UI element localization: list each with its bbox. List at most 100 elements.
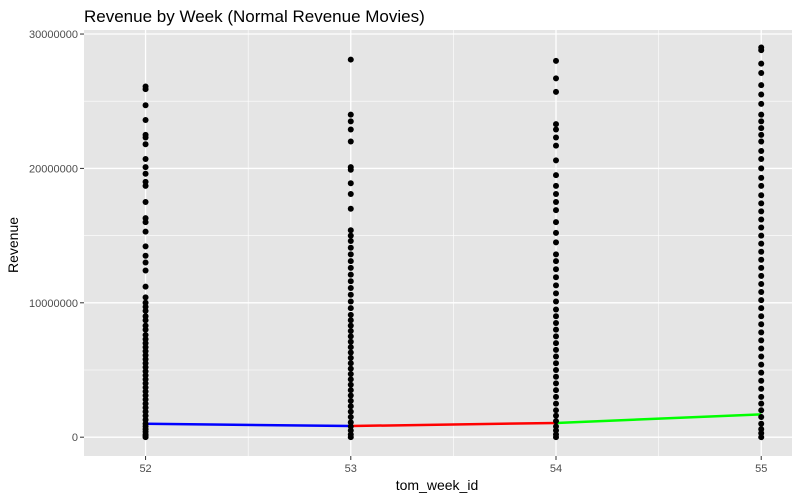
data-point bbox=[553, 258, 559, 265]
data-point bbox=[553, 126, 559, 133]
data-point bbox=[758, 224, 765, 231]
data-point bbox=[553, 400, 559, 407]
data-point bbox=[553, 182, 559, 189]
data-point bbox=[553, 121, 559, 128]
data-point bbox=[347, 251, 354, 258]
data-point bbox=[142, 294, 149, 301]
y-tick-label: 30000000 bbox=[29, 29, 78, 41]
data-point bbox=[347, 349, 354, 356]
data-point bbox=[553, 319, 559, 326]
data-point bbox=[553, 434, 559, 441]
data-point bbox=[347, 311, 354, 318]
data-point bbox=[347, 205, 354, 212]
data-point bbox=[553, 366, 559, 373]
data-point bbox=[347, 387, 354, 394]
data-point bbox=[758, 305, 765, 312]
data-point bbox=[553, 373, 559, 380]
data-point bbox=[553, 340, 559, 347]
data-point bbox=[758, 82, 765, 89]
data-point bbox=[758, 361, 765, 368]
data-point bbox=[553, 313, 559, 320]
chart-title: Revenue by Week (Normal Revenue Movies) bbox=[84, 7, 425, 26]
data-point bbox=[758, 216, 765, 223]
data-point bbox=[758, 385, 765, 392]
data-point bbox=[142, 219, 149, 226]
data-point bbox=[347, 328, 354, 335]
data-point bbox=[758, 232, 765, 239]
data-point bbox=[142, 164, 149, 171]
data-point bbox=[758, 313, 765, 320]
data-point bbox=[142, 228, 149, 235]
trend-segment bbox=[555, 413, 762, 425]
data-points bbox=[142, 44, 765, 441]
data-point bbox=[347, 166, 354, 173]
data-point bbox=[142, 267, 149, 274]
x-tick-label: 52 bbox=[139, 463, 151, 475]
data-point bbox=[142, 326, 149, 333]
data-point bbox=[347, 138, 354, 145]
data-point bbox=[142, 243, 149, 250]
data-point bbox=[347, 244, 354, 251]
trend-segments bbox=[145, 413, 762, 428]
y-tick-label: 10000000 bbox=[29, 298, 78, 310]
data-point bbox=[758, 70, 765, 77]
data-point bbox=[553, 393, 559, 400]
data-point bbox=[553, 306, 559, 313]
data-point bbox=[553, 333, 559, 340]
data-point bbox=[347, 126, 354, 133]
data-point bbox=[142, 141, 149, 148]
data-point bbox=[142, 317, 149, 324]
data-point bbox=[758, 272, 765, 279]
data-point bbox=[142, 86, 149, 93]
x-axis-label: tom_week_id bbox=[396, 477, 479, 493]
data-point bbox=[347, 264, 354, 271]
data-point bbox=[347, 434, 354, 441]
data-point bbox=[758, 147, 765, 154]
data-point bbox=[553, 190, 559, 197]
data-point bbox=[347, 371, 354, 378]
trend-segment bbox=[350, 421, 557, 428]
data-point bbox=[758, 434, 765, 441]
data-point bbox=[347, 190, 354, 197]
data-point bbox=[142, 307, 149, 314]
data-point bbox=[347, 317, 354, 324]
data-point bbox=[142, 283, 149, 290]
data-point bbox=[553, 346, 559, 353]
data-point bbox=[553, 199, 559, 206]
data-point bbox=[758, 248, 765, 255]
data-point bbox=[347, 237, 354, 244]
data-point bbox=[347, 291, 354, 298]
data-point bbox=[758, 118, 765, 125]
data-point bbox=[553, 290, 559, 297]
data-point bbox=[553, 239, 559, 246]
data-point bbox=[553, 266, 559, 273]
x-tick-label: 53 bbox=[345, 463, 357, 475]
plot-panel bbox=[84, 30, 792, 456]
data-point bbox=[347, 376, 354, 383]
data-point bbox=[553, 360, 559, 367]
data-point bbox=[758, 165, 765, 172]
data-point bbox=[553, 387, 559, 394]
data-point bbox=[347, 227, 354, 234]
data-point bbox=[142, 434, 149, 441]
data-point bbox=[347, 397, 354, 404]
data-point bbox=[347, 381, 354, 388]
data-point bbox=[142, 182, 149, 189]
x-tick-label: 55 bbox=[755, 463, 767, 475]
data-point bbox=[553, 326, 559, 333]
data-point bbox=[758, 138, 765, 145]
data-point bbox=[553, 418, 559, 425]
data-point bbox=[347, 278, 354, 285]
data-point bbox=[142, 102, 149, 109]
data-point bbox=[347, 56, 354, 63]
data-point bbox=[758, 125, 765, 132]
data-point bbox=[553, 207, 559, 214]
data-point bbox=[553, 407, 559, 414]
y-axis: 0 10000000 20000000 30000000 bbox=[29, 29, 84, 444]
data-point bbox=[142, 199, 149, 206]
data-point bbox=[142, 117, 149, 124]
data-point bbox=[758, 256, 765, 263]
data-point bbox=[553, 412, 559, 419]
data-point bbox=[758, 131, 765, 138]
